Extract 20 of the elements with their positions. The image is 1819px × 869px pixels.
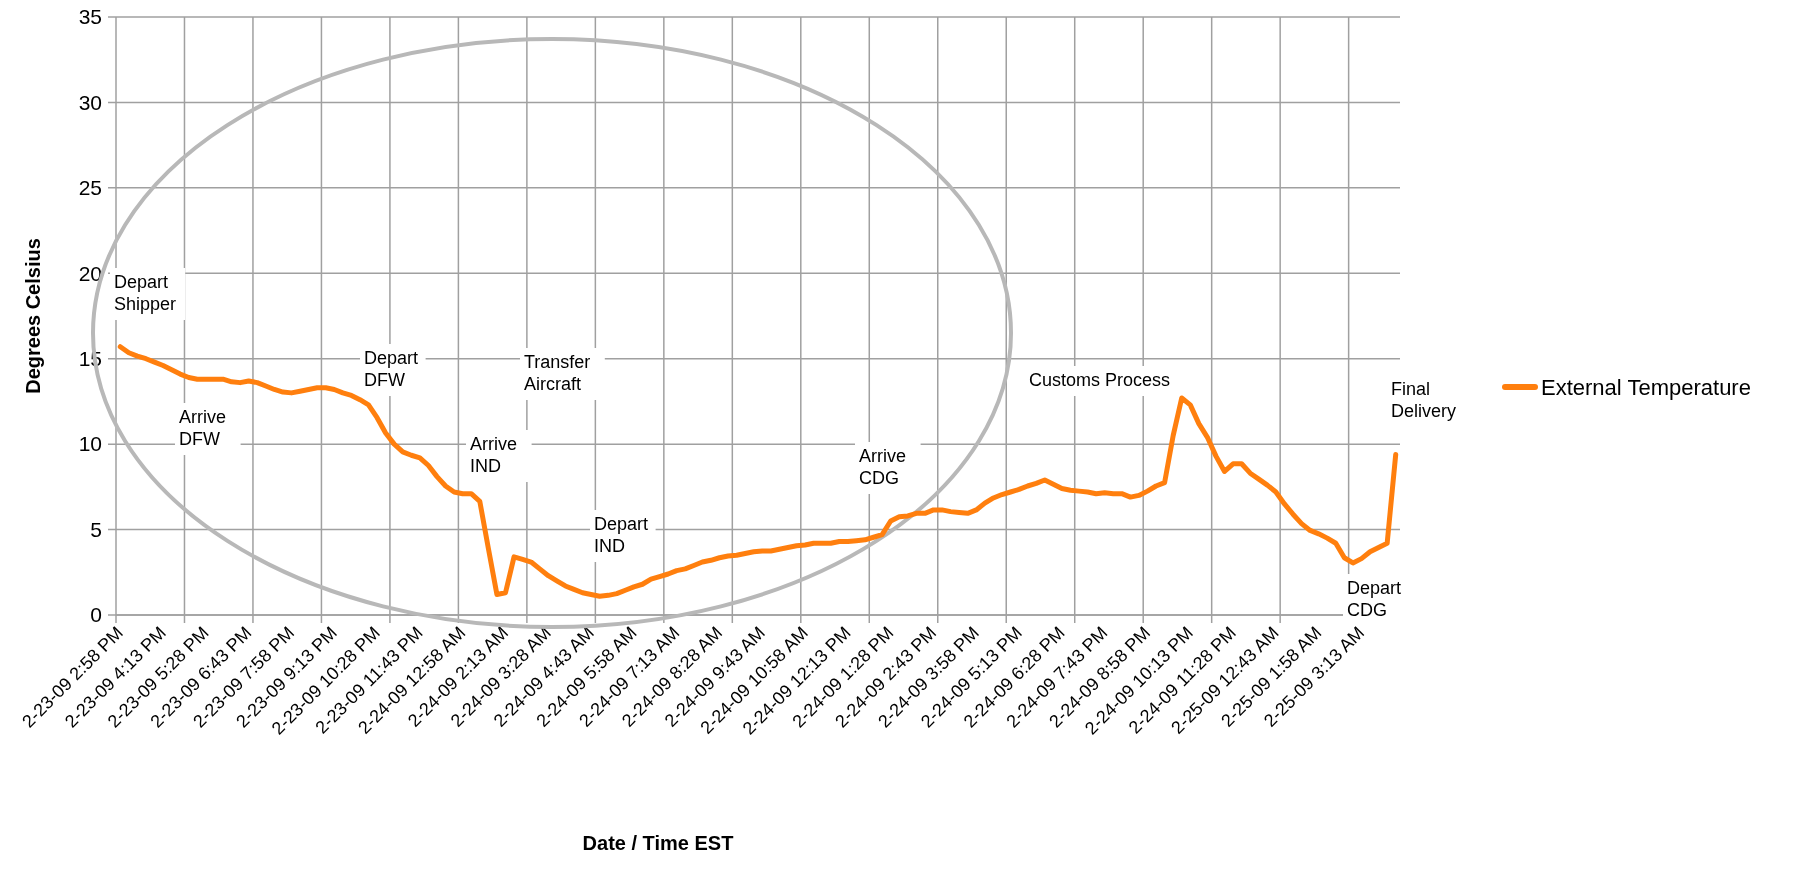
annotation: Depart DFW [364,348,419,390]
y-tick-label: 10 [78,432,102,456]
annotation: Depart Shipper [114,272,177,314]
annotation: Final Delivery [1391,379,1457,421]
legend-label: External Temperature [1541,374,1751,400]
annotation: Arrive DFW [179,407,227,449]
y-tick-label: 0 [90,603,102,627]
y-tick-label: 30 [78,90,102,114]
y-tick-label: 25 [78,176,102,200]
annotation: Depart CDG [1347,578,1402,620]
annotation: Arrive IND [470,434,518,476]
x-axis-title: Date / Time EST [582,832,734,854]
annotation: Arrive CDG [859,446,907,488]
annotation: Depart IND [594,514,649,556]
annotation: Customs Process [1029,370,1171,391]
y-tick-label: 35 [78,5,102,29]
y-axis-title: Degrees Celsius [22,238,44,394]
y-tick-label: 20 [78,261,102,285]
y-tick-label: 5 [90,517,102,541]
annotation: Transfer Aircraft [524,352,591,394]
